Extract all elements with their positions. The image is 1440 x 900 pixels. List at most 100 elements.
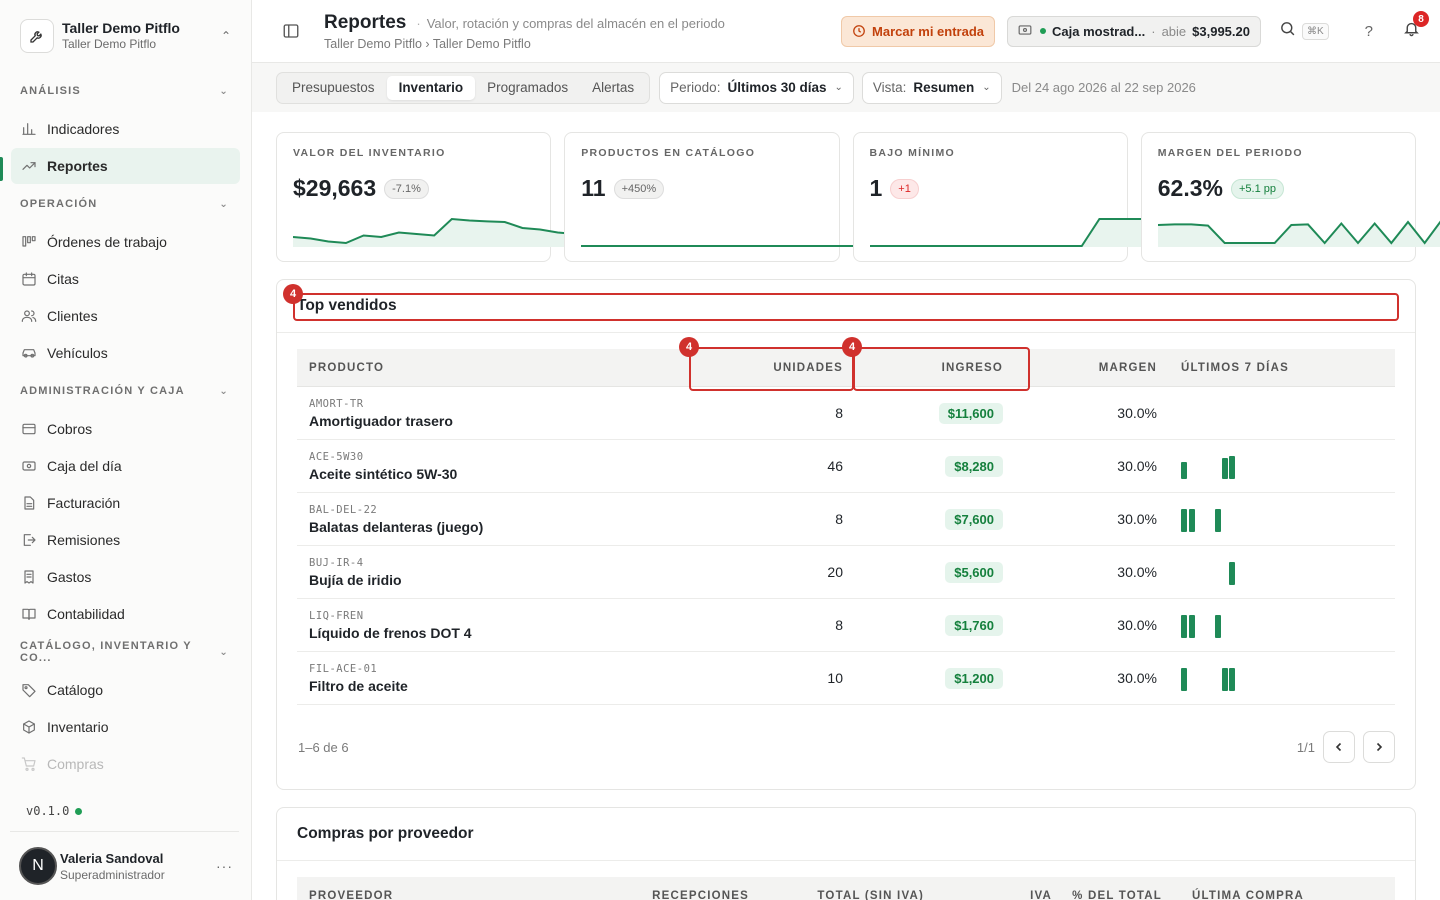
kpi-delta: +5.1 pp xyxy=(1230,178,1284,199)
col-margin[interactable]: MARGEN xyxy=(1098,361,1157,374)
col-last-7-days: ÚLTIMOS 7 DÍAS xyxy=(1181,361,1289,374)
sidebar-item-label: Órdenes de trabajo xyxy=(47,234,167,250)
search-button[interactable]: ⌘K xyxy=(1279,20,1329,42)
org-switcher[interactable]: Taller Demo Pitflo Taller Demo Pitflo ⌃ xyxy=(0,0,251,72)
book-icon xyxy=(20,605,38,623)
tab[interactable]: Presupuestos xyxy=(292,80,375,95)
margin-value: 30.0% xyxy=(1117,458,1157,474)
sidebar-item[interactable]: Compras xyxy=(11,746,240,782)
sidebar-item[interactable]: Clientes xyxy=(11,298,240,334)
sidebar-toggle-icon[interactable] xyxy=(280,20,302,42)
col-share[interactable]: % DEL TOTAL xyxy=(1072,889,1162,900)
sidebar-item[interactable]: Remisiones xyxy=(11,522,240,558)
day-bar xyxy=(1181,615,1187,638)
day-bar xyxy=(1222,668,1228,691)
table-row[interactable]: LIQ-FREN Líquido de frenos DOT 4 8 $1,760… xyxy=(297,599,1395,652)
sidebar-item-label: Contabilidad xyxy=(47,606,125,622)
col-revenue[interactable]: INGRESO xyxy=(941,361,1003,374)
next-page-button[interactable] xyxy=(1363,731,1395,763)
table-row[interactable]: FIL-ACE-01 Filtro de aceite 10 $1,200 30.… xyxy=(297,652,1395,705)
kpi-label: PRODUCTOS EN CATÁLOGO xyxy=(581,147,756,159)
pagination-summary: 1–6 de 6 xyxy=(298,739,349,755)
product-name: Aceite sintético 5W-30 xyxy=(309,465,458,482)
calendar-icon xyxy=(20,270,38,288)
nav-section-header[interactable]: ADMINISTRACIÓN Y CAJA ⌄ xyxy=(20,385,229,397)
sidebar-item[interactable]: Órdenes de trabajo xyxy=(11,224,240,260)
view-select[interactable]: Vista: Resumen ⌄ xyxy=(861,71,1002,104)
prev-page-button[interactable] xyxy=(1323,731,1355,763)
product-name: Bujía de iridio xyxy=(309,571,402,588)
sidebar-item[interactable]: Citas xyxy=(11,261,240,297)
sidebar-item[interactable]: Vehículos xyxy=(11,335,240,371)
kpi-delta: +450% xyxy=(613,178,665,199)
avatar: N xyxy=(19,847,57,885)
clock-icon xyxy=(852,24,866,38)
col-units[interactable]: UNIDADES xyxy=(773,361,843,374)
cash-icon xyxy=(20,457,38,475)
col-supplier[interactable]: PROVEEDOR xyxy=(309,889,394,900)
table-row[interactable]: AMORT-TR Amortiguador trasero 8 $11,600 3… xyxy=(297,387,1395,440)
sparkline xyxy=(1157,220,1440,247)
sidebar-item[interactable]: Indicadores xyxy=(11,111,240,147)
report-content: VALOR DEL INVENTARIO $29,663 -7.1% PRODUC… xyxy=(252,112,1440,900)
kpi-card: PRODUCTOS EN CATÁLOGO 11 +450% xyxy=(564,132,882,262)
sidebar-item[interactable]: Reportes xyxy=(11,148,240,184)
status-dot xyxy=(1040,28,1047,34)
col-product[interactable]: PRODUCTO xyxy=(309,361,385,374)
receipt-icon xyxy=(20,568,38,586)
table-row[interactable]: BAL-DEL-22 Balatas delanteras (juego) 8 $… xyxy=(297,493,1395,546)
day-bar xyxy=(1189,509,1195,532)
supplier-purchases-card: Compras por proveedor PROVEEDOR RECEPCIO… xyxy=(276,807,1416,900)
col-last-purchase[interactable]: ÚLTIMA COMPRA xyxy=(1192,889,1305,900)
tab[interactable]: Programados xyxy=(487,80,569,95)
more-icon[interactable]: ··· xyxy=(216,858,233,874)
product-sku: ACE-5W30 xyxy=(309,450,364,463)
sidebar-item[interactable]: Caja del día xyxy=(11,448,240,484)
nav-section-header[interactable]: OPERACIÓN ⌄ xyxy=(20,198,229,210)
sidebar-item[interactable]: Inventario xyxy=(11,709,240,745)
col-total[interactable]: TOTAL (SIN IVA) xyxy=(817,889,924,900)
org-sub: Taller Demo Pitflo xyxy=(62,37,157,51)
sidebar-item-label: Citas xyxy=(47,271,79,287)
col-iva[interactable]: IVA xyxy=(1030,889,1052,900)
report-tabs: Presupuestos Inventario Programados Alertas xyxy=(276,71,651,104)
day-bar xyxy=(1181,509,1187,532)
product-name: Líquido de frenos DOT 4 xyxy=(309,624,472,641)
units-value: 8 xyxy=(835,405,843,421)
nav-section-header[interactable]: ANÁLISIS ⌄ xyxy=(20,85,229,97)
product-sku: BAL-DEL-22 xyxy=(309,503,378,516)
table-row[interactable]: BUJ-IR-4 Bujía de iridio 20 $5,600 30.0% xyxy=(297,546,1395,599)
day-bar xyxy=(1229,456,1235,479)
sidebar-item[interactable]: Catálogo xyxy=(11,672,240,708)
mark-entry-button[interactable]: Marcar mi entrada xyxy=(841,15,996,47)
kpi-cards: VALOR DEL INVENTARIO $29,663 -7.1% PRODUC… xyxy=(276,132,1440,262)
tab[interactable]: Alertas xyxy=(592,80,635,95)
cash-register-button[interactable]: Caja mostrad... · abie $3,995.20 xyxy=(1007,15,1261,47)
col-receptions[interactable]: RECEPCIONES xyxy=(652,889,749,900)
org-name: Taller Demo Pitflo xyxy=(62,20,180,36)
sidebar-item-label: Facturación xyxy=(47,495,121,511)
sparkline-area xyxy=(1157,221,1440,247)
last-7-days-bars xyxy=(1181,612,1391,638)
page-subtitle: Valor, rotación y compras del almacén en… xyxy=(416,16,725,31)
nav-section-header[interactable]: CATÁLOGO, INVENTARIO Y CO... ⌄ xyxy=(20,640,229,664)
margin-value: 30.0% xyxy=(1117,564,1157,580)
page-title: Reportes xyxy=(324,11,407,33)
product-sku: FIL-ACE-01 xyxy=(309,662,378,675)
last-7-days-bars xyxy=(1181,665,1391,691)
kpi-delta: -7.1% xyxy=(384,178,429,199)
table-row[interactable]: ACE-5W30 Aceite sintético 5W-30 46 $8,280… xyxy=(297,440,1395,493)
sidebar-item[interactable]: Contabilidad xyxy=(11,596,240,632)
tab[interactable]: Inventario xyxy=(386,75,476,100)
chevron-left-icon xyxy=(1334,740,1344,755)
sidebar-item[interactable]: Gastos xyxy=(11,559,240,595)
period-select[interactable]: Periodo: Últimos 30 días ⌄ xyxy=(659,71,854,104)
sidebar-item-label: Inventario xyxy=(47,719,109,735)
sidebar-item[interactable]: Cobros xyxy=(11,411,240,447)
user-role: Superadministrador xyxy=(60,867,165,882)
notifications-button[interactable]: 8 xyxy=(1403,11,1429,42)
sidebar-item[interactable]: Facturación xyxy=(11,485,240,521)
product-name: Amortiguador trasero xyxy=(309,412,453,429)
user-menu[interactable]: N Valeria Sandoval Superadministrador ··… xyxy=(10,831,239,900)
help-button[interactable]: ? xyxy=(1364,22,1373,40)
